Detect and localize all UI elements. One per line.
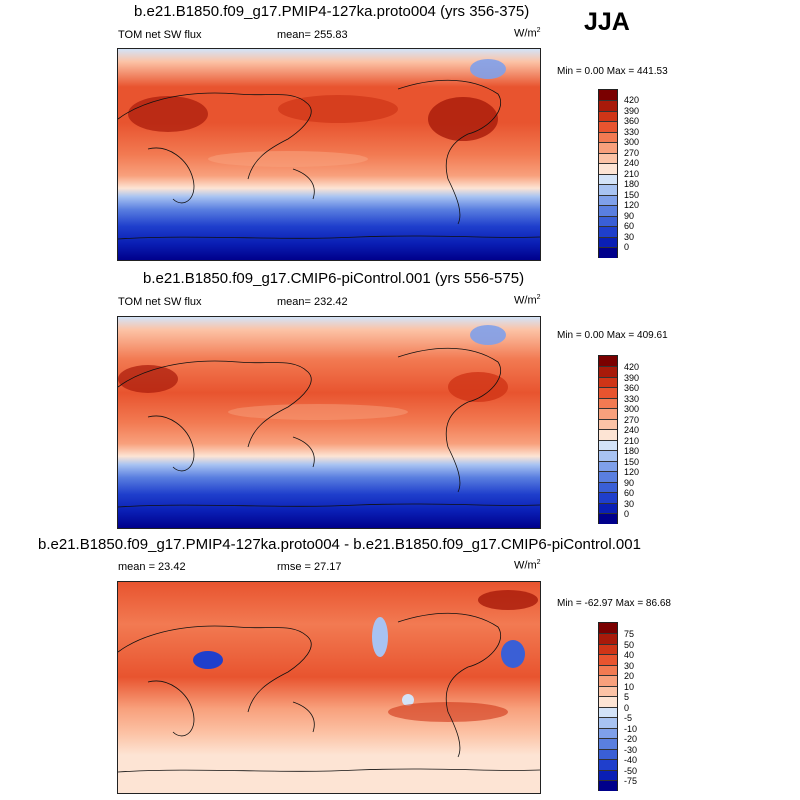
panel2-cbar-tick: 300: [624, 404, 640, 414]
panel2-cbar-tick: 120: [624, 467, 640, 477]
panel1-cbar-tick: 300: [624, 137, 640, 147]
panel2-variable-label: TOM net SW flux: [118, 296, 202, 308]
panel3-cbar-tick: -5: [624, 713, 633, 723]
panel3-minmax: Min = -62.97 Max = 86.68: [557, 598, 671, 609]
panel1-title: b.e21.B1850.f09_g17.PMIP4-127ka.proto004…: [134, 3, 530, 20]
panel3-units: W/m2: [514, 559, 541, 572]
panel3-cbar-tick: 75: [624, 629, 635, 639]
panel3-cbar-tick: -40: [624, 755, 638, 765]
panel2-cbar-tick: 240: [624, 425, 640, 435]
panel1-units: W/m2: [514, 27, 541, 40]
panel3-cbar-tick: -20: [624, 734, 638, 744]
panel3-map: [117, 581, 541, 794]
panel2-cbar-tick: 210: [624, 436, 640, 446]
panel1-variable-label: TOM net SW flux: [118, 29, 202, 41]
panel2-cbar-tick: 390: [624, 373, 640, 383]
panel2-cbar-tick: 420: [624, 362, 640, 372]
panel1-colorbar: [598, 89, 618, 258]
panel3-mean-label: mean = 23.42: [118, 561, 186, 573]
panel3-title: b.e21.B1850.f09_g17.PMIP4-127ka.proto004…: [38, 536, 641, 553]
panel1-cbar-tick: 360: [624, 116, 640, 126]
panel1-map-svg: [118, 49, 540, 260]
season-label: JJA: [584, 8, 630, 36]
panel1-cbar-tick: 210: [624, 169, 640, 179]
panel3-cbar-tick: 5: [624, 692, 630, 702]
panel1-cbar-tick: 60: [624, 221, 635, 231]
panel3-cbar-tick: 0: [624, 703, 630, 713]
panel2-minmax: Min = 0.00 Max = 409.61: [557, 330, 668, 341]
panel3-cbar-tick: -50: [624, 766, 638, 776]
panel1-cbar-tick: 150: [624, 190, 640, 200]
panel1-cbar-tick: 390: [624, 106, 640, 116]
panel2-map-svg: [118, 317, 540, 528]
panel2-cbar-tick: 90: [624, 478, 635, 488]
panel2-cbar-tick: 0: [624, 509, 630, 519]
panel2-cbar-tick: 60: [624, 488, 635, 498]
panel1-cbar-tick: 330: [624, 127, 640, 137]
panel2-cbar-tick: 330: [624, 394, 640, 404]
panel2-cbar-tick: 360: [624, 383, 640, 393]
panel1-minmax: Min = 0.00 Max = 441.53: [557, 66, 668, 77]
panel3-cbar-tick: 20: [624, 671, 635, 681]
panel2-cbar-tick: 270: [624, 415, 640, 425]
panel2-cbar-tick: 150: [624, 457, 640, 467]
panel3-cbar-tick: -10: [624, 724, 638, 734]
panel1-cbar-tick: 270: [624, 148, 640, 158]
panel3-cbar-tick: 10: [624, 682, 635, 692]
panel2-colorbar: [598, 355, 618, 524]
panel3-map-svg: [118, 582, 540, 793]
panel1-cbar-tick: 30: [624, 232, 635, 242]
panel1-cbar-tick: 240: [624, 158, 640, 168]
panel1-cbar-tick: 0: [624, 242, 630, 252]
panel2-cbar-tick: 180: [624, 446, 640, 456]
panel3-cbar-tick: 50: [624, 640, 635, 650]
panel2-mean-label: mean= 232.42: [277, 296, 348, 308]
panel2-cbar-tick: 30: [624, 499, 635, 509]
panel3-cbar-tick: -30: [624, 745, 638, 755]
panel2-units: W/m2: [514, 294, 541, 307]
panel1-map: [117, 48, 541, 261]
panel2-title: b.e21.B1850.f09_g17.CMIP6-piControl.001 …: [143, 270, 525, 287]
panel1-cbar-tick: 420: [624, 95, 640, 105]
panel1-cbar-tick: 120: [624, 200, 640, 210]
panel3-colorbar: [598, 622, 618, 791]
panel3-cbar-tick: -75: [624, 776, 638, 786]
panel3-rmse-label: rmse = 27.17: [277, 561, 342, 573]
panel1-cbar-tick: 90: [624, 211, 635, 221]
panel1-cbar-tick: 180: [624, 179, 640, 189]
panel3-cbar-tick: 40: [624, 650, 635, 660]
panel2-map: [117, 316, 541, 529]
panel3-cbar-tick: 30: [624, 661, 635, 671]
panel1-mean-label: mean= 255.83: [277, 29, 348, 41]
